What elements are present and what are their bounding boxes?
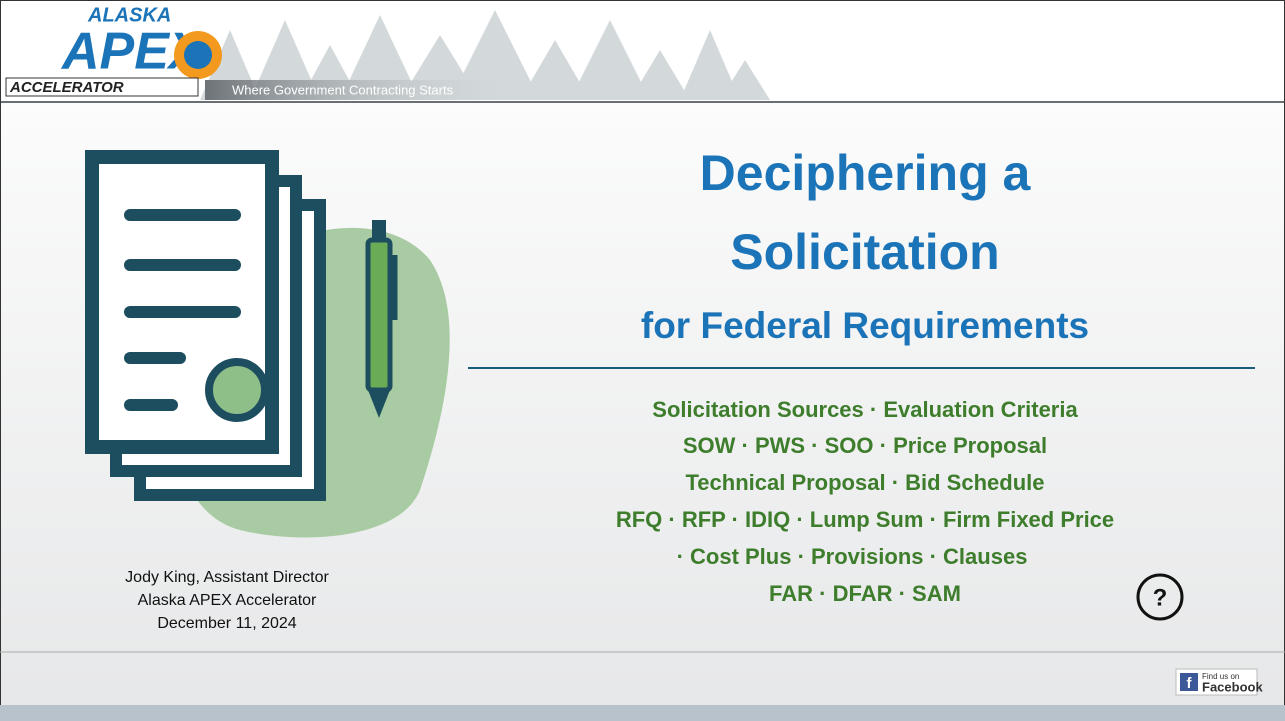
title-line: Solicitation [730, 224, 999, 280]
presenter-line: Jody King, Assistant Director [125, 569, 329, 586]
title-line: for Federal Requirements [641, 305, 1089, 346]
tagline: Where Government Contracting Starts [232, 82, 454, 97]
pen [368, 220, 395, 418]
presenter-line: Alaska APEX Accelerator [138, 592, 317, 609]
seal [209, 362, 265, 418]
topic-line: Solicitation Sources · Evaluation Criter… [652, 397, 1078, 422]
bottom-bar [0, 705, 1285, 721]
presenter-line: December 11, 2024 [157, 615, 296, 632]
topic-line: FAR · DFAR · SAM [769, 581, 961, 606]
topic-line: · Cost Plus · Provisions · Clauses [677, 544, 1028, 569]
facebook-badge[interactable]: f Find us on Facebook [1176, 669, 1263, 695]
title-line: Deciphering a [700, 145, 1032, 201]
logo-sun-core [184, 41, 212, 69]
topic-line: RFQ · RFP · IDIQ · Lump Sum · Firm Fixed… [616, 507, 1114, 532]
facebook-large[interactable]: Facebook [1202, 679, 1263, 694]
topic-line: Technical Proposal · Bid Schedule [685, 470, 1044, 495]
logo-bottom: ACCELERATOR [9, 79, 124, 96]
svg-text:?: ? [1153, 584, 1168, 611]
topic-line: SOW · PWS · SOO · Price Proposal [683, 433, 1047, 458]
slide: ALASKA APEX ACCELERATOR Where Government… [0, 0, 1285, 721]
